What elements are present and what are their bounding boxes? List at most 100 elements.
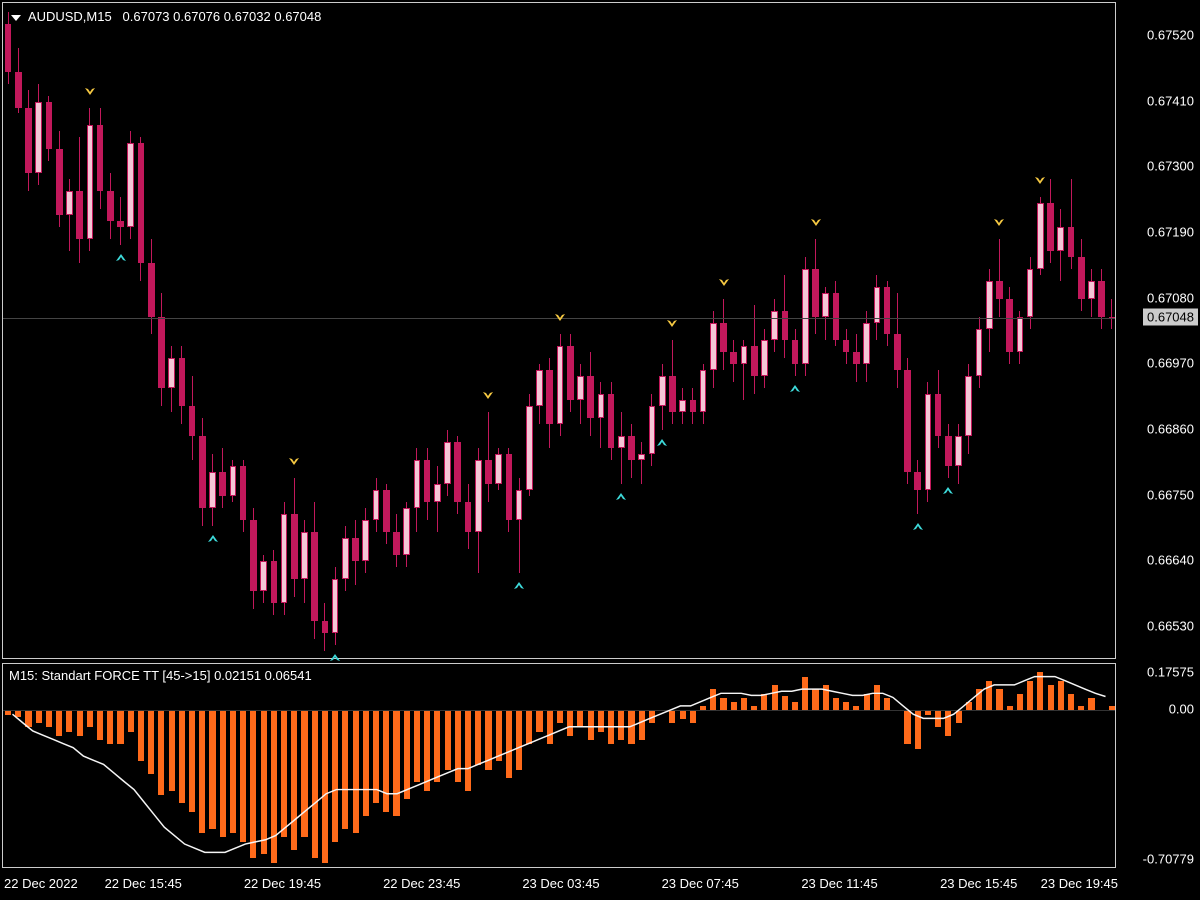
force-bar	[25, 710, 31, 727]
candle-body	[1088, 281, 1095, 299]
candle-body	[710, 323, 717, 371]
force-bar	[935, 710, 941, 727]
force-bar	[567, 710, 573, 735]
x-tick-label: 22 Dec 2022	[4, 876, 78, 891]
candle-body	[577, 376, 584, 400]
force-bar	[680, 710, 686, 718]
candle-body	[311, 532, 318, 622]
force-bar	[250, 710, 256, 858]
sell-arrow-icon	[992, 216, 1006, 234]
candle-body	[199, 436, 206, 508]
force-bar	[179, 710, 185, 803]
buy-arrow-icon	[911, 519, 925, 537]
candle-body	[700, 370, 707, 412]
force-bar	[516, 710, 522, 769]
force-bar	[332, 710, 338, 841]
force-bar	[761, 694, 767, 711]
force-bar	[189, 710, 195, 811]
candle-body	[271, 561, 278, 603]
force-bar	[261, 710, 267, 854]
candle-body	[976, 329, 983, 377]
candle-wick	[641, 442, 642, 484]
force-bar	[618, 710, 624, 740]
candle-body	[536, 370, 543, 406]
candle-body	[925, 394, 932, 490]
candle-body	[301, 532, 308, 580]
force-bar	[843, 702, 849, 710]
force-bar	[956, 710, 962, 723]
candle-body	[362, 520, 369, 562]
buy-arrow-icon	[941, 483, 955, 501]
candle-body	[546, 370, 553, 424]
candle-body	[332, 579, 339, 633]
x-tick-label: 23 Dec 07:45	[662, 876, 739, 891]
current-price-badge: 0.67048	[1143, 308, 1198, 325]
candle-body	[914, 472, 921, 490]
force-bar	[874, 685, 880, 710]
candle-body	[495, 454, 502, 484]
sub-y-tick-label: -0.70779	[1143, 852, 1194, 867]
force-bar	[342, 710, 348, 828]
sub-y-tick-label: 0.00	[1169, 702, 1194, 717]
candle-body	[168, 358, 175, 388]
candle-body	[833, 293, 840, 341]
force-bar	[404, 710, 410, 799]
candle-wick	[621, 412, 622, 484]
force-bar	[833, 698, 839, 711]
candle-body	[792, 340, 799, 364]
force-bar	[455, 710, 461, 782]
y-tick-label: 0.66750	[1147, 487, 1194, 502]
force-bar	[996, 689, 1002, 710]
candle-body	[894, 334, 901, 370]
dropdown-arrow-icon	[11, 15, 21, 21]
candle-body	[424, 460, 431, 502]
candle-body	[1057, 227, 1064, 251]
candle-body	[434, 484, 441, 502]
candle-body	[189, 406, 196, 436]
x-tick-label: 23 Dec 11:45	[801, 876, 877, 891]
indicator-sub-chart[interactable]: M15: Standart FORCE TT [45->15] 0.02151 …	[2, 663, 1116, 868]
force-bar	[475, 710, 481, 765]
candle-body	[97, 125, 104, 191]
candle-body	[690, 400, 697, 412]
candle-body	[986, 281, 993, 329]
force-bar	[56, 710, 62, 735]
candle-body	[158, 317, 165, 389]
force-bar	[812, 689, 818, 710]
candle-body	[557, 346, 564, 424]
force-bar	[97, 710, 103, 740]
candle-body	[853, 352, 860, 364]
force-bar	[291, 710, 297, 849]
force-bar	[148, 710, 154, 773]
force-bar	[608, 710, 614, 744]
candle-body	[35, 102, 42, 174]
sub-y-axis: 0.175750.00-0.70779	[1118, 663, 1198, 868]
force-bar	[536, 710, 542, 731]
buy-arrow-icon	[655, 435, 669, 453]
candle-body	[107, 191, 114, 221]
main-y-axis: 0.675200.674100.673000.671900.670800.669…	[1118, 2, 1198, 659]
candle-body	[679, 400, 686, 412]
y-tick-label: 0.66970	[1147, 356, 1194, 371]
y-tick-label: 0.66860	[1147, 422, 1194, 437]
force-bar	[209, 710, 215, 828]
force-bar	[414, 710, 420, 782]
candle-body	[802, 269, 809, 365]
candle-body	[516, 490, 523, 520]
candle-body	[403, 508, 410, 556]
candle-body	[393, 532, 400, 556]
x-tick-label: 22 Dec 23:45	[383, 876, 460, 891]
force-bar	[77, 710, 83, 735]
candle-body	[76, 191, 83, 239]
candle-body	[454, 442, 461, 502]
force-bar	[46, 710, 52, 727]
candle-wick	[488, 412, 489, 502]
x-tick-label: 22 Dec 19:45	[244, 876, 321, 891]
buy-arrow-icon	[206, 531, 220, 549]
main-candlestick-chart[interactable]: AUDUSD,M15 0.67073 0.67076 0.67032 0.670…	[2, 2, 1116, 659]
buy-arrow-icon	[512, 578, 526, 596]
y-tick-label: 0.67080	[1147, 290, 1194, 305]
candle-body	[1047, 203, 1054, 251]
candle-body	[209, 472, 216, 508]
force-bar	[36, 710, 42, 723]
